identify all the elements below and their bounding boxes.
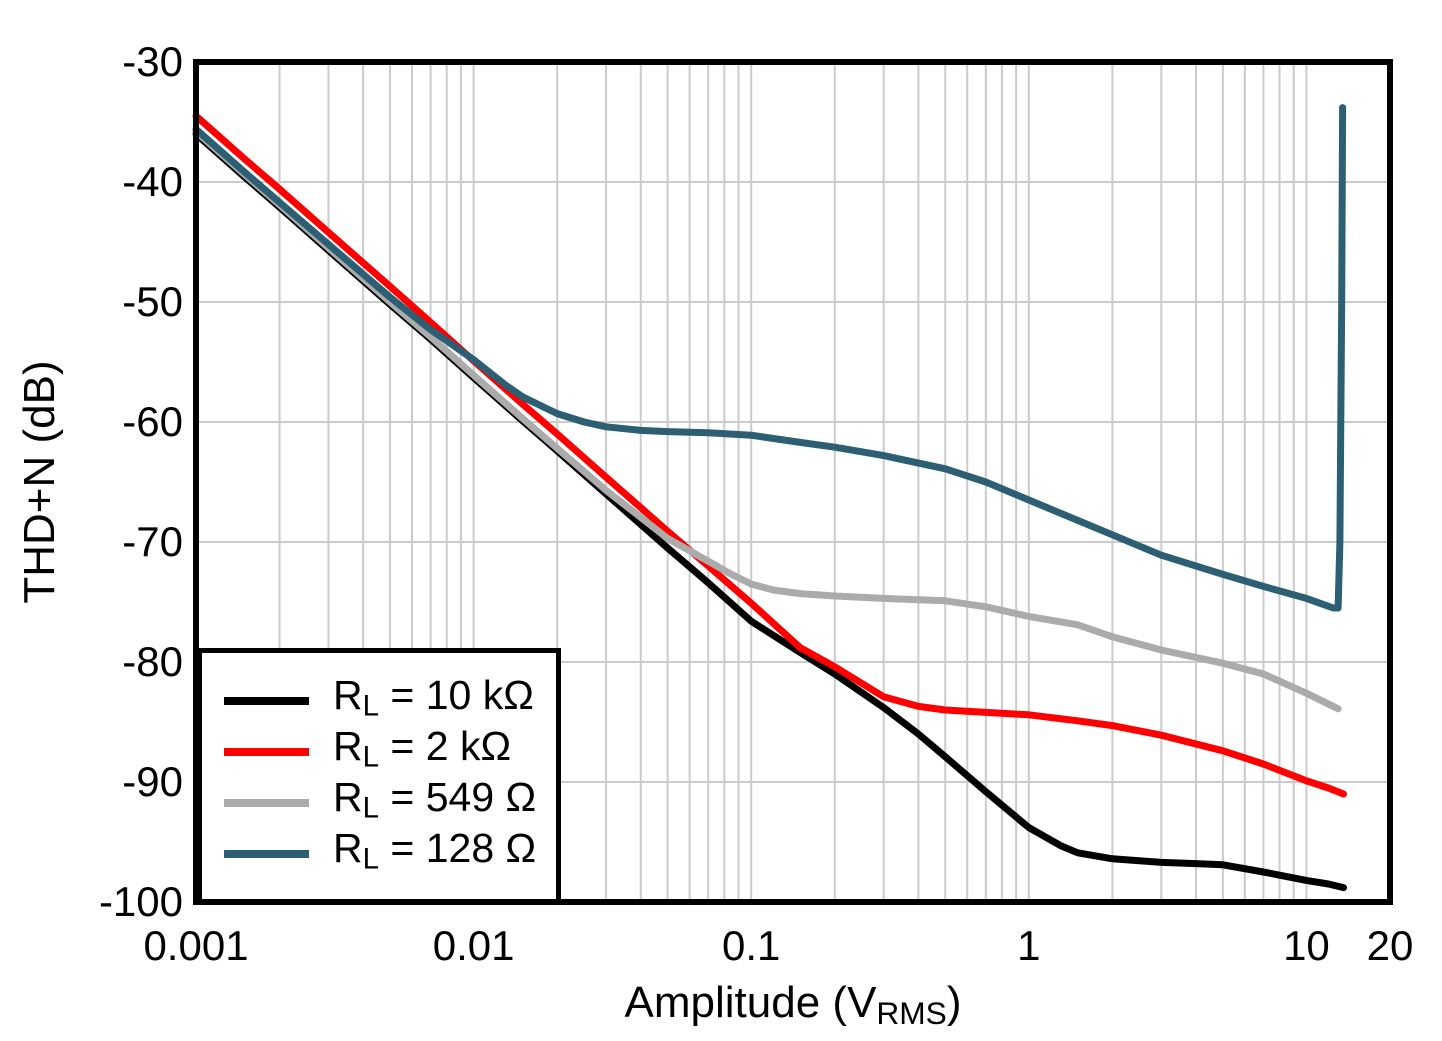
y-tick-label: -60 — [122, 398, 183, 445]
curve-rl-549-ohm — [192, 128, 1342, 713]
legend-line-sample — [224, 849, 309, 858]
y-tick-label: -50 — [122, 278, 183, 325]
legend-label-subscript: L — [362, 740, 380, 774]
x-axis-title: Amplitude (VRMS) — [624, 978, 962, 1031]
legend-label-subscript: L — [362, 791, 380, 825]
legend-box: RL = 10 kΩ RL = 2 kΩ RL = 549 Ω RL = 128 Ω — [197, 648, 561, 904]
plot-border — [193, 59, 1393, 905]
x-tick-label: 10 — [1283, 922, 1330, 969]
x-tick-label: 0.01 — [432, 922, 515, 969]
legend-label-subscript: L — [362, 689, 380, 723]
legend-line-sample — [224, 798, 309, 807]
legend-line-sample — [224, 747, 309, 756]
y-tick-label: -80 — [122, 638, 183, 685]
legend-row: RL = 128 Ω — [202, 824, 556, 879]
legend-row: RL = 549 Ω — [202, 773, 556, 828]
legend-label: RL = 549 Ω — [333, 773, 537, 825]
y-tick-label: -30 — [122, 38, 183, 85]
x-axis-title-subscript: RMS — [876, 994, 947, 1031]
x-tick-label: 20 — [1366, 922, 1414, 969]
x-tick-label: 0.001 — [143, 922, 249, 969]
legend-row: RL = 10 kΩ — [202, 671, 556, 726]
x-tick-label: 0.1 — [722, 922, 781, 969]
x-tick-label: 1 — [1017, 922, 1041, 969]
legend-label: RL = 10 kΩ — [333, 671, 534, 723]
y-tick-label: -100 — [98, 878, 183, 925]
y-tick-label: -70 — [122, 518, 183, 565]
y-axis-title: THD+N (dB) — [15, 360, 64, 604]
y-tick-label: -90 — [122, 758, 183, 805]
legend-label: RL = 128 Ω — [333, 824, 537, 876]
curve-rl-128-ohm — [192, 104, 1347, 612]
legend-label: RL = 2 kΩ — [333, 722, 512, 774]
legend-row: RL = 2 kΩ — [202, 722, 556, 777]
legend-label-subscript: L — [362, 842, 380, 876]
y-tick-label: -40 — [122, 158, 183, 205]
curve-rl-2-kohm — [192, 112, 1347, 798]
legend-line-sample — [224, 696, 309, 705]
